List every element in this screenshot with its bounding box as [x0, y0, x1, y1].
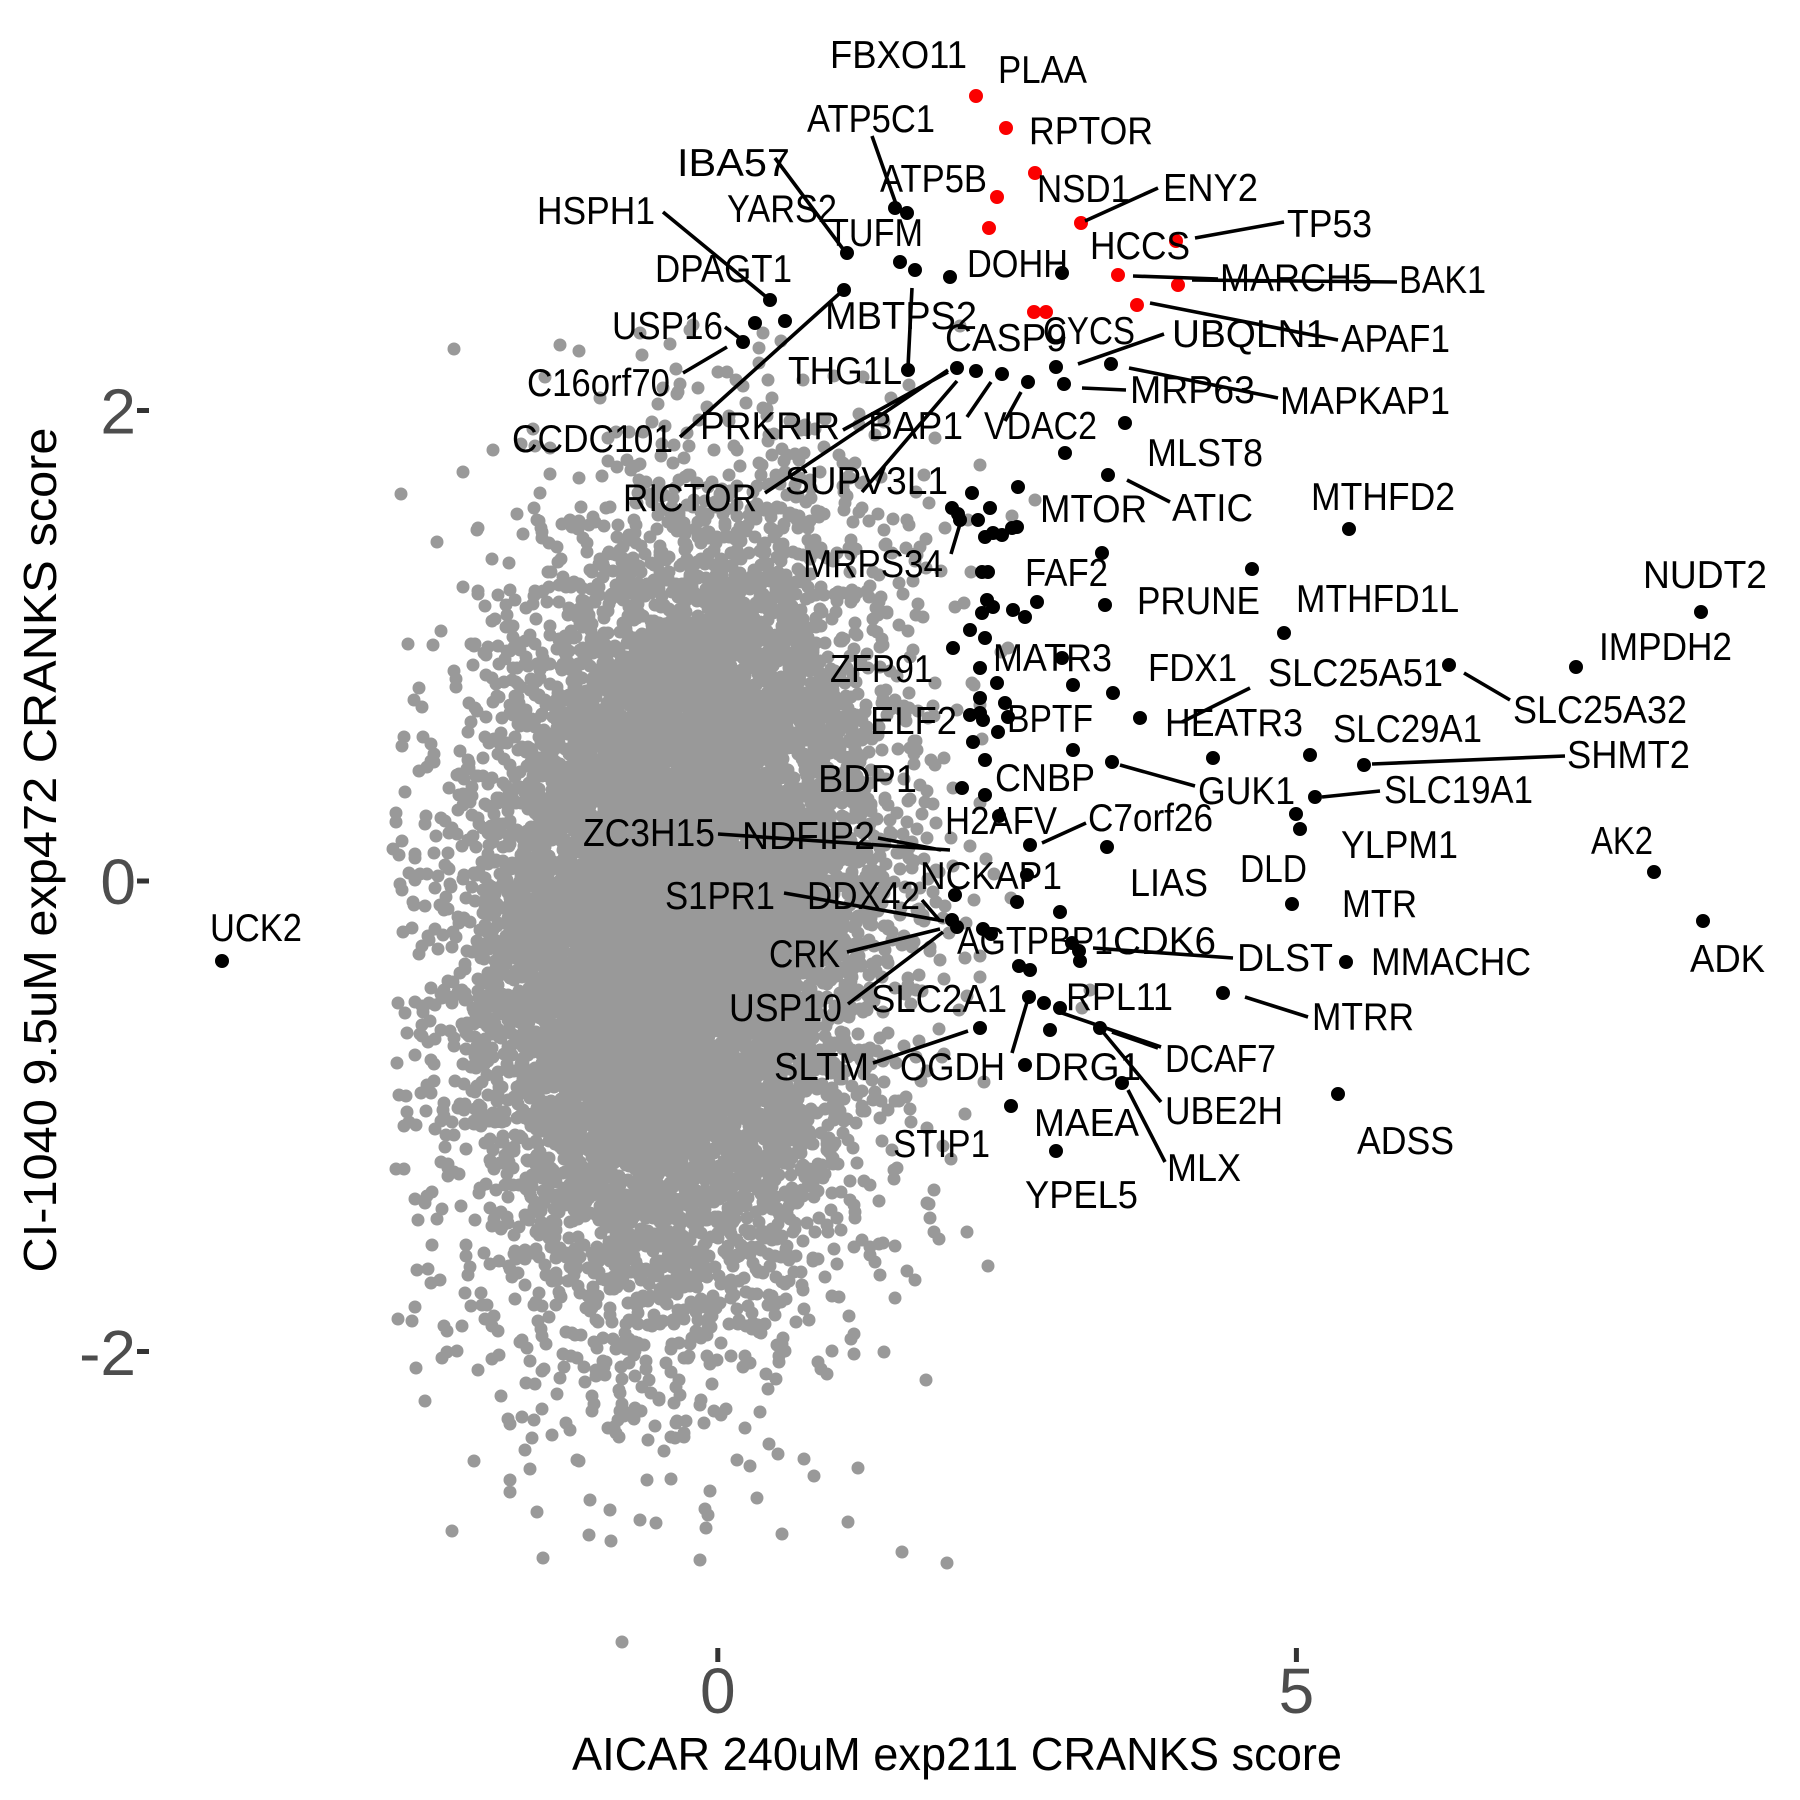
svg-text:LIAS: LIAS [1130, 862, 1208, 905]
svg-text:5: 5 [1279, 1655, 1315, 1727]
svg-text:CYCS: CYCS [1043, 310, 1135, 353]
svg-text:NUDT2: NUDT2 [1643, 554, 1767, 597]
svg-text:RPL11: RPL11 [1066, 976, 1173, 1019]
svg-text:OGDH: OGDH [900, 1046, 1005, 1089]
svg-text:USP16: USP16 [612, 305, 723, 348]
svg-text:SLC25A32: SLC25A32 [1513, 689, 1687, 732]
svg-text:CNBP: CNBP [995, 757, 1095, 800]
svg-text:AICAR 240uM exp211 CRANKS scor: AICAR 240uM exp211 CRANKS score [572, 1728, 1342, 1780]
svg-text:DRG1: DRG1 [1034, 1046, 1141, 1089]
svg-text:HCCS: HCCS [1090, 225, 1190, 268]
svg-text:PLAA: PLAA [998, 49, 1087, 92]
svg-text:ADSS: ADSS [1357, 1120, 1454, 1163]
svg-text:USP10: USP10 [729, 987, 842, 1030]
svg-text:DLD: DLD [1240, 848, 1307, 891]
svg-text:BAP1: BAP1 [868, 405, 963, 448]
svg-text:BAK1: BAK1 [1399, 259, 1486, 302]
svg-text:TP53: TP53 [1287, 203, 1372, 246]
svg-text:ZFP91: ZFP91 [830, 648, 933, 691]
svg-text:IBA57: IBA57 [677, 142, 790, 185]
svg-text:YLPM1: YLPM1 [1341, 824, 1458, 867]
svg-text:VDAC2: VDAC2 [984, 405, 1097, 448]
svg-text:SLC19A1: SLC19A1 [1384, 769, 1533, 812]
svg-text:RICTOR: RICTOR [623, 477, 757, 520]
svg-text:ADK: ADK [1690, 938, 1765, 981]
svg-text:0: 0 [100, 846, 136, 918]
svg-text:SLC25A51: SLC25A51 [1268, 652, 1443, 695]
svg-text:MTR: MTR [1342, 883, 1417, 926]
svg-text:UBE2H: UBE2H [1165, 1090, 1283, 1133]
svg-text:MLX: MLX [1167, 1147, 1241, 1190]
svg-text:CI-1040 9.5uM exp472 CRANKS sc: CI-1040 9.5uM exp472 CRANKS score [14, 427, 66, 1272]
svg-text:FAF2: FAF2 [1025, 552, 1108, 595]
svg-text:HSPH1: HSPH1 [537, 190, 655, 233]
svg-text:THG1L: THG1L [788, 350, 902, 393]
svg-text:STIP1: STIP1 [893, 1123, 990, 1166]
svg-text:MAEA: MAEA [1034, 1102, 1139, 1145]
svg-text:NCKAP1: NCKAP1 [920, 855, 1062, 898]
svg-text:2: 2 [100, 376, 136, 448]
svg-text:MTHFD1L: MTHFD1L [1296, 578, 1459, 621]
svg-text:AK2: AK2 [1591, 820, 1653, 863]
svg-text:ENY2: ENY2 [1163, 167, 1258, 210]
svg-text:-2: -2 [79, 1317, 136, 1389]
svg-text:MBTPS2: MBTPS2 [825, 295, 977, 338]
svg-text:MTOR: MTOR [1040, 488, 1147, 531]
svg-text:CASP9: CASP9 [945, 317, 1067, 360]
svg-text:YPEL5: YPEL5 [1025, 1174, 1138, 1217]
svg-text:ATP5C1: ATP5C1 [807, 98, 935, 141]
svg-text:FDX1: FDX1 [1148, 647, 1237, 690]
svg-text:SUPV3L1: SUPV3L1 [785, 460, 948, 503]
svg-text:SHMT2: SHMT2 [1567, 734, 1690, 777]
svg-text:TUFM: TUFM [828, 212, 923, 255]
svg-text:0: 0 [700, 1655, 736, 1727]
svg-text:YARS2: YARS2 [727, 188, 837, 231]
svg-text:C16orf70: C16orf70 [527, 362, 670, 405]
svg-text:CDK6: CDK6 [1113, 920, 1216, 963]
svg-text:MATR3: MATR3 [993, 637, 1112, 680]
svg-text:MRPS34: MRPS34 [803, 543, 943, 586]
svg-text:C7orf26: C7orf26 [1088, 797, 1213, 840]
svg-text:MLST8: MLST8 [1147, 432, 1263, 475]
svg-text:DOHH: DOHH [967, 243, 1068, 286]
svg-text:ZC3H15: ZC3H15 [583, 812, 715, 855]
svg-text:HEATR3: HEATR3 [1165, 702, 1303, 745]
svg-text:MTRR: MTRR [1312, 996, 1414, 1039]
svg-text:ATIC: ATIC [1172, 487, 1253, 530]
svg-text:DDX42: DDX42 [807, 875, 920, 918]
svg-text:RPTOR: RPTOR [1029, 110, 1153, 153]
svg-text:S1PR1: S1PR1 [665, 875, 775, 918]
svg-text:GUK1: GUK1 [1198, 770, 1295, 813]
svg-text:NSD1: NSD1 [1037, 168, 1130, 211]
svg-text:DPAGT1: DPAGT1 [655, 248, 792, 291]
svg-text:BDP1: BDP1 [818, 758, 917, 801]
svg-text:UBQLN1: UBQLN1 [1172, 313, 1327, 356]
svg-text:BPTF: BPTF [1007, 698, 1093, 741]
svg-text:NDFIP2: NDFIP2 [742, 815, 875, 858]
svg-text:PRUNE: PRUNE [1137, 580, 1260, 623]
svg-text:MTHFD2: MTHFD2 [1311, 476, 1455, 519]
svg-text:APAF1: APAF1 [1341, 318, 1450, 361]
svg-text:ELF2: ELF2 [870, 700, 957, 743]
svg-text:PRKRIR: PRKRIR [700, 405, 840, 448]
svg-text:AGTPBP1: AGTPBP1 [957, 920, 1113, 963]
svg-text:SLC29A1: SLC29A1 [1333, 708, 1482, 751]
svg-text:FBXO11: FBXO11 [830, 34, 967, 77]
svg-text:UCK2: UCK2 [210, 907, 302, 950]
svg-text:SLC2A1: SLC2A1 [871, 978, 1007, 1021]
svg-text:CRK: CRK [769, 933, 840, 976]
svg-text:ATP5B: ATP5B [880, 158, 987, 201]
svg-text:SLTM: SLTM [774, 1046, 869, 1089]
svg-text:MARCH5: MARCH5 [1220, 257, 1372, 300]
svg-text:MMACHC: MMACHC [1371, 941, 1531, 984]
svg-text:MRP63: MRP63 [1130, 369, 1255, 412]
svg-text:CCDC101: CCDC101 [512, 418, 673, 461]
svg-text:DCAF7: DCAF7 [1165, 1038, 1276, 1081]
svg-text:MAPKAP1: MAPKAP1 [1280, 380, 1450, 423]
svg-text:IMPDH2: IMPDH2 [1599, 626, 1732, 669]
svg-text:H2AFV: H2AFV [945, 800, 1057, 843]
svg-text:DLST: DLST [1237, 937, 1333, 980]
